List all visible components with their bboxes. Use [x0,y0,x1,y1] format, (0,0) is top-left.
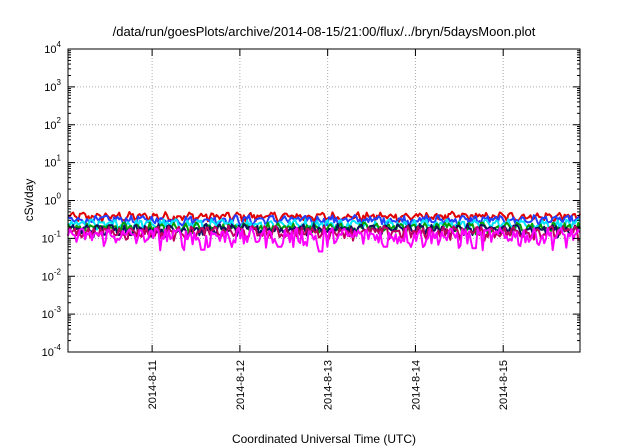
y-tick-label: 104 [44,40,61,56]
grid [68,49,580,352]
x-tick-label: 2014-8-15 [498,360,510,410]
series-line [67,214,581,228]
x-tick-label: 2014-8-11 [147,360,159,409]
chart-title: /data/run/goesPlots/archive/2014-08-15/2… [113,24,536,39]
series-line [67,226,581,253]
y-tick-label: 100 [44,192,61,208]
y-tick-label: 10-4 [42,343,62,359]
series-layer [67,210,581,253]
y-tick-label: 102 [44,116,61,132]
x-axis-label: Coordinated Universal Time (UTC) [232,432,416,446]
x-tick-label: 2014-8-13 [323,360,335,410]
y-tick-label: 10-2 [42,267,62,283]
plot-frame [67,48,581,353]
y-tick-label: 10-3 [42,305,62,321]
y-tick-label: 101 [44,154,61,170]
y-axis-label: cSv/day [22,179,36,222]
axes [67,48,581,353]
y-tick-label: 103 [44,78,61,94]
tick-labels: 10-4 10-3 10-2 10-1 100 101 102 103 104 2014-8-11… [42,40,511,410]
series-line [67,210,581,224]
x-tick-label: 2014-8-14 [410,360,422,410]
y-tick-label: 10-1 [42,229,62,245]
x-tick-label: 2014-8-12 [235,360,247,410]
